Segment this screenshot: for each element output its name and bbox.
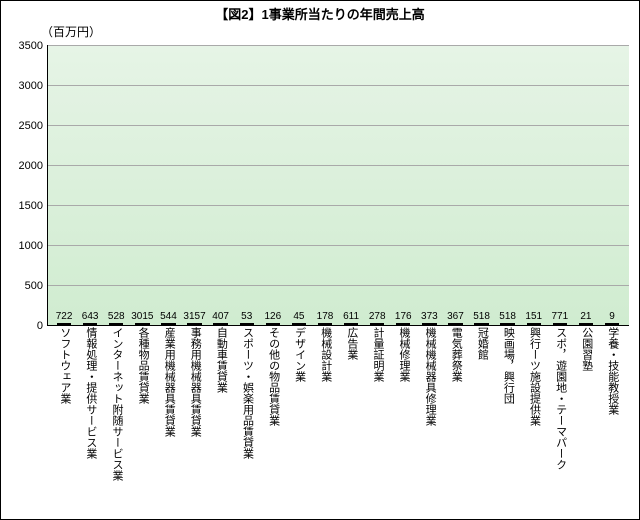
- bar-value-label: 3157: [183, 312, 205, 322]
- bar-value-label: 373: [421, 312, 438, 322]
- bar-value-label: 367: [447, 312, 464, 322]
- gridline: 500: [47, 285, 629, 286]
- gridline: 2000: [47, 165, 629, 166]
- chart-container: 【図2】1事業所当たりの年間売上高 （百万円） 722 643 528 3015 544…: [0, 0, 640, 520]
- bar-value-label: 771: [551, 312, 568, 322]
- bar-column: 151: [521, 312, 547, 325]
- bar-value-label: 722: [56, 312, 73, 322]
- bar-value-label: 407: [212, 312, 229, 322]
- x-tick-label: デザイン業: [286, 327, 312, 481]
- y-tick-label: 500: [25, 280, 47, 292]
- bar-value-label: 45: [293, 312, 304, 322]
- x-tick-label: 産業用機械器具賃貸業: [155, 327, 181, 481]
- x-tick-label: 計量証明業: [364, 327, 390, 481]
- bar-value-label: 126: [264, 312, 281, 322]
- bar-value-label: 518: [499, 312, 516, 322]
- gridline: 2500: [47, 125, 629, 126]
- y-axis-line: [47, 45, 48, 325]
- x-tick-label: 機械修理業: [390, 327, 416, 481]
- y-tick-label: 1500: [19, 200, 47, 212]
- chart-title: 【図2】1事業所当たりの年間売上高: [1, 1, 639, 25]
- x-tick-label: 自動車賃貸業: [208, 327, 234, 481]
- bar-column: 722: [51, 312, 77, 325]
- bar-value-label: 518: [473, 312, 490, 322]
- bar-column: 367: [442, 312, 468, 325]
- y-tick-label: 3500: [19, 40, 47, 52]
- bar-column: 278: [364, 312, 390, 325]
- bar-column: 126: [260, 312, 286, 325]
- bar-column: 9: [599, 312, 625, 325]
- gridline: 3500: [47, 45, 629, 46]
- bar-column: 771: [547, 312, 573, 325]
- bar-value-label: 9: [609, 312, 615, 322]
- x-tick-label: ソフトウェア業: [51, 327, 77, 481]
- y-axis-label: （百万円）: [41, 23, 101, 40]
- y-tick-label: 1000: [19, 240, 47, 252]
- x-tick-label: スポーツ・娯楽用品賃貸業: [234, 327, 260, 481]
- x-tick-label: 広告業: [338, 327, 364, 481]
- bar-value-label: 611: [343, 312, 359, 322]
- bar-value-label: 3015: [131, 312, 153, 322]
- gridline: 0: [47, 325, 629, 326]
- x-tick-label: スポ，遊園地・テーマパーク: [547, 327, 573, 481]
- gridline: 3000: [47, 85, 629, 86]
- x-tick-label: 映画場，興行団: [495, 327, 521, 481]
- x-tick-label: その他の物品賃貸業: [260, 327, 286, 481]
- bar-column: 544: [155, 312, 181, 325]
- x-tick-label: 興行ーツ施設提供業: [521, 327, 547, 481]
- x-tick-label: 学養・技能教授業: [599, 327, 625, 481]
- x-tick-label: 各種物品賃貸業: [129, 327, 155, 481]
- bar-value-label: 178: [317, 312, 334, 322]
- bar-column: 518: [495, 312, 521, 325]
- y-tick-label: 3000: [19, 80, 47, 92]
- bar-value-label: 53: [241, 312, 252, 322]
- x-labels-group: ソフトウェア業情報処理・提供サービス業インターネット附随サービス業各種物品賃貸業…: [47, 327, 629, 481]
- bar-value-label: 278: [369, 312, 386, 322]
- bar-column: 178: [312, 312, 338, 325]
- x-tick-label: 情報処理・提供サービス業: [77, 327, 103, 481]
- y-tick-label: 0: [37, 320, 47, 332]
- bar-value-label: 151: [525, 312, 542, 322]
- bar-column: 53: [234, 312, 260, 325]
- y-tick-label: 2000: [19, 160, 47, 172]
- bar-column: 45: [286, 312, 312, 325]
- x-tick-label: 冠婚館: [469, 327, 495, 481]
- gridline: 1000: [47, 245, 629, 246]
- bar-column: 3015: [129, 312, 155, 325]
- bar-value-label: 643: [82, 312, 99, 322]
- y-tick-label: 2500: [19, 120, 47, 132]
- x-tick-label: 機械設計業: [312, 327, 338, 481]
- bar-column: 407: [208, 312, 234, 325]
- plot-area: 722 643 528 3015 544 3157 407 53 126 45 178 611 278 1…: [47, 45, 629, 325]
- bars-group: 722 643 528 3015 544 3157 407 53 126 45 178 611 278 1…: [47, 45, 629, 325]
- bar-value-label: 528: [108, 312, 125, 322]
- x-tick-label: 事務用機械器具賃貸業: [181, 327, 207, 481]
- x-tick-label: 公園習塾: [573, 327, 599, 481]
- x-tick-label: 機械機械器具修理業: [416, 327, 442, 481]
- gridline: 1500: [47, 205, 629, 206]
- bar-value-label: 544: [160, 312, 177, 322]
- bar-column: 528: [103, 312, 129, 325]
- x-tick-label: インターネット附随サービス業: [103, 327, 129, 481]
- bar-value-label: 21: [580, 312, 591, 322]
- bar-column: 518: [469, 312, 495, 325]
- bar-column: 176: [390, 312, 416, 325]
- bar-column: 611: [338, 312, 364, 325]
- bar-value-label: 176: [395, 312, 412, 322]
- bar-column: 643: [77, 312, 103, 325]
- x-tick-label: 電気葬祭業: [442, 327, 468, 481]
- bar-column: 373: [416, 312, 442, 325]
- bar-column: 3157: [181, 312, 207, 325]
- bar-column: 21: [573, 312, 599, 325]
